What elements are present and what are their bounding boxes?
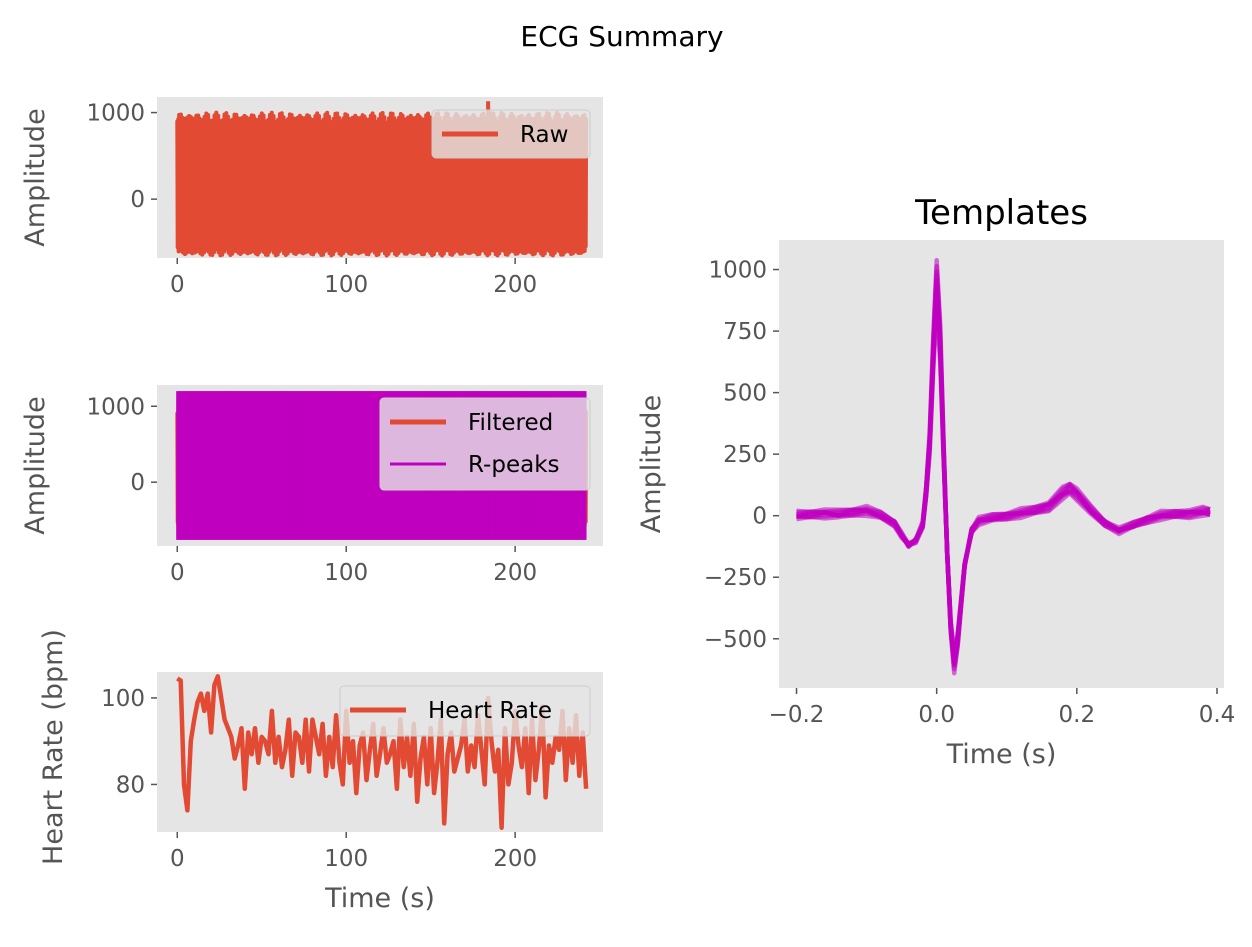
y-tick-label-filtered: 1000: [86, 394, 145, 420]
y-tick-label-heart_rate: 100: [101, 686, 145, 712]
x-axis-label-templates: Time (s): [946, 739, 1057, 770]
legend-label: R-peaks: [468, 452, 560, 478]
chart-title-templates: Templates: [914, 193, 1088, 233]
y-axis-label-heart_rate: Heart Rate (bpm): [38, 629, 69, 865]
y-tick-label-templates: −250: [704, 565, 767, 591]
template-trace: [796, 257, 1211, 676]
x-tick-label-heart_rate: 0: [170, 846, 185, 872]
x-tick-label-templates: 0.0: [918, 702, 955, 728]
x-tick-label-templates: 0.2: [1059, 702, 1096, 728]
x-tick-label-filtered: 0: [170, 560, 185, 586]
legend-box: [339, 685, 591, 737]
x-tick-label-templates: 0.4: [1199, 702, 1236, 728]
legend-label: Filtered: [468, 410, 553, 436]
y-tick-label-heart_rate: 80: [116, 772, 145, 798]
y-tick-label-raw: 1000: [86, 101, 145, 127]
x-tick-label-raw: 100: [324, 272, 368, 298]
x-tick-label-filtered: 200: [493, 560, 537, 586]
y-tick-label-templates: 250: [723, 442, 767, 468]
x-tick-label-templates: −0.2: [769, 702, 825, 728]
legend-label: Heart Rate: [428, 698, 552, 724]
legend-heart_rate: Heart Rate: [339, 685, 591, 737]
x-tick-label-raw: 200: [493, 272, 537, 298]
chart-raw: 0 100 200 0 1000 Amplitude Raw: [20, 97, 603, 298]
chart-heart_rate: 0 100 200 80 100 Heart Rate (bpm) Time (s) Hear…: [38, 629, 603, 914]
x-tick-label-heart_rate: 200: [493, 846, 537, 872]
plot-marks-heart_rate: [176, 674, 589, 830]
series-heart_rate-heart-rate: [176, 674, 589, 830]
figure-suptitle: ECG Summary: [520, 20, 723, 53]
y-tick-label-filtered: 0: [130, 470, 145, 496]
y-axis-label-templates: Amplitude: [636, 395, 667, 533]
raw-peak-spike: [485, 101, 492, 232]
legend-box: [431, 109, 591, 159]
x-tick-label-heart_rate: 100: [324, 846, 368, 872]
plot-marks-templates: [795, 257, 1211, 676]
plot-area-templates: [779, 240, 1224, 688]
y-tick-label-templates: −500: [704, 627, 767, 653]
y-axis-label-raw: Amplitude: [20, 108, 51, 246]
legend-filtered: Filtered R-peaks: [379, 397, 591, 491]
y-tick-label-templates: 1000: [708, 258, 767, 284]
y-tick-label-templates: 0: [752, 504, 767, 530]
y-axis-label-filtered: Amplitude: [20, 396, 51, 534]
series-templates-0: [795, 257, 1211, 676]
x-axis-label-heart_rate: Time (s): [324, 883, 435, 914]
y-tick-label-templates: 500: [723, 381, 767, 407]
legend-raw: Raw: [431, 109, 591, 159]
x-tick-label-filtered: 100: [324, 560, 368, 586]
y-tick-label-raw: 0: [130, 187, 145, 213]
x-tick-label-raw: 0: [170, 272, 185, 298]
legend-label: Raw: [520, 122, 568, 148]
chart-templates: −0.2 0.0 0.2 0.4 −500 −250 0 250 500 750 1000 Ampli…: [636, 193, 1235, 770]
y-tick-label-templates: 750: [723, 319, 767, 345]
chart-filtered: 0 100 200 0 1000 Amplitude Filtered R-peaks: [20, 385, 603, 586]
